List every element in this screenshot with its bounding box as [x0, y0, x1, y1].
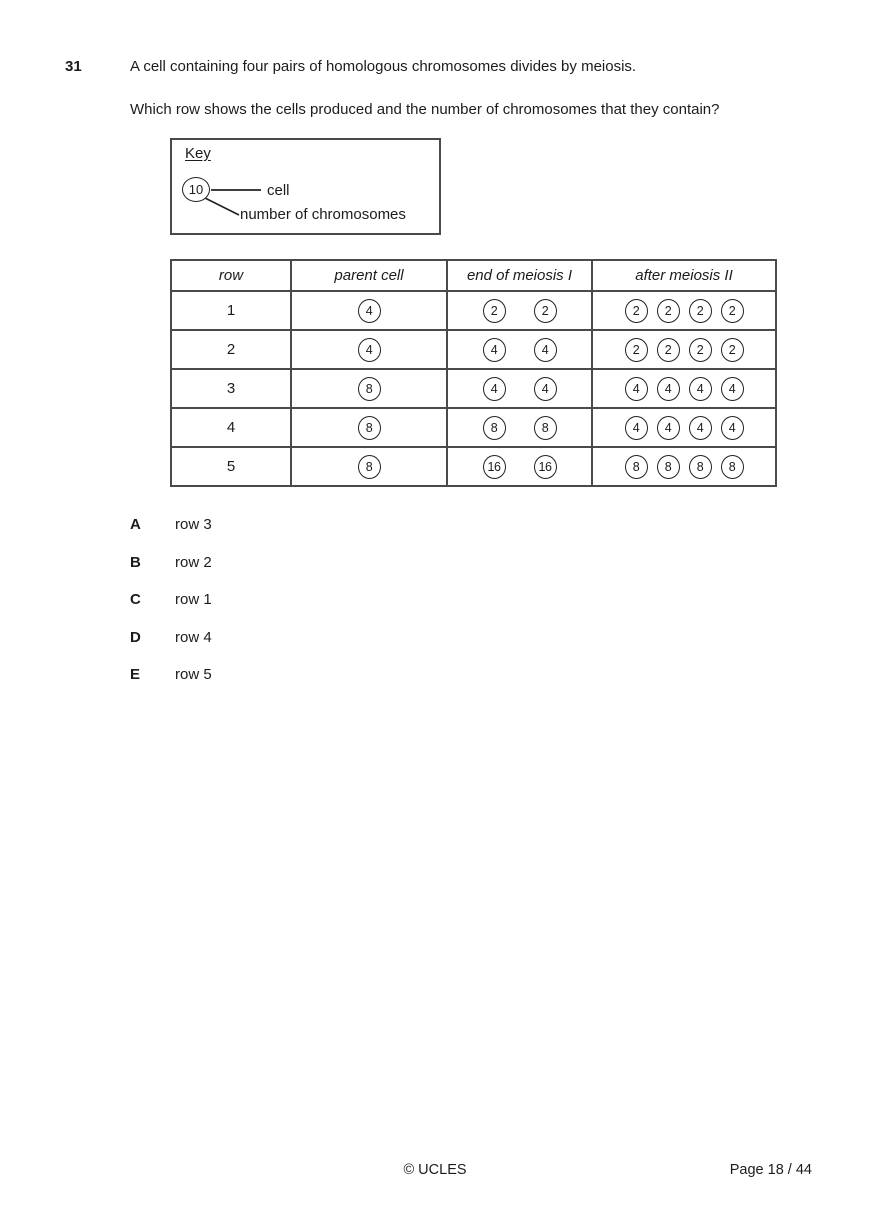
cell-circle: 4	[720, 415, 744, 440]
key-example-cell-circle: 10	[182, 177, 210, 202]
option-letter: A	[130, 516, 141, 533]
cell-circle: 2	[720, 337, 744, 362]
key-label-number-of-chromosomes: number of chromosomes	[240, 206, 406, 223]
column-header-after-meiosis-2: after meiosis II	[591, 259, 777, 292]
row-number: 1	[170, 290, 292, 331]
option-text: row 1	[175, 591, 212, 608]
key-pointer-lines	[204, 189, 261, 216]
row-number: 5	[170, 446, 292, 487]
question-text-line-1: A cell containing four pairs of homologo…	[130, 58, 637, 75]
cell-circle: 4	[688, 415, 712, 440]
cell-circle: 8	[656, 454, 680, 479]
cell-circle: 2	[720, 298, 744, 323]
key-label-cell: cell	[267, 182, 290, 199]
cell-circle: 16	[482, 454, 506, 479]
option-e: E row 5	[130, 666, 212, 704]
cell-circle: 2	[688, 337, 712, 362]
cell-circle: 2	[656, 298, 680, 323]
table-row: 4 8 8 8 4 4 4 4	[170, 407, 777, 448]
key-title: Key	[185, 145, 211, 162]
option-text: row 2	[175, 553, 212, 571]
cell-circle: 2	[482, 298, 506, 323]
cell-circle: 2	[624, 298, 648, 323]
table-row: 3 8 4 4 4 4 4 4	[170, 368, 777, 409]
cell-circle: 4	[357, 337, 381, 362]
meiosis-table: row parent cell end of meiosis I after m…	[170, 259, 777, 487]
option-c: C row 1	[130, 591, 212, 629]
cell-circle: 8	[688, 454, 712, 479]
column-header-row: row	[170, 259, 292, 292]
cell-circle: 8	[533, 415, 557, 440]
cell-circle: 4	[533, 376, 557, 401]
cell-circle: 4	[656, 415, 680, 440]
cell-circle: 4	[688, 376, 712, 401]
option-text: row 4	[175, 628, 212, 646]
cell-circle: 4	[656, 376, 680, 401]
cell-circle: 8	[624, 454, 648, 479]
cell-circle: 8	[357, 376, 381, 401]
option-d: D row 4	[130, 629, 212, 667]
cell-circle: 4	[720, 376, 744, 401]
question-text-line-2: Which row shows the cells produced and t…	[130, 101, 720, 118]
cell-circle: 2	[688, 298, 712, 323]
option-text: row 3	[175, 516, 212, 533]
copyright-text: © UCLES	[403, 1162, 467, 1178]
cell-circle: 16	[533, 454, 557, 479]
cell-circle: 8	[357, 415, 381, 440]
key-box: Key 10 cell number of chromosomes	[170, 138, 441, 235]
column-header-end-of-meiosis-1: end of meiosis I	[446, 259, 593, 292]
row-number: 2	[170, 329, 292, 370]
cell-circle: 4	[482, 337, 506, 362]
cell-circle: 4	[482, 376, 506, 401]
cell-circle: 8	[357, 454, 381, 479]
option-letter: D	[130, 628, 141, 646]
cell-circle: 4	[624, 376, 648, 401]
cell-circle: 8	[482, 415, 506, 440]
option-letter: B	[130, 553, 141, 571]
cell-circle: 2	[624, 337, 648, 362]
cell-circle: 2	[533, 298, 557, 323]
cell-circle: 2	[656, 337, 680, 362]
cell-circle: 4	[624, 415, 648, 440]
option-b: B row 2	[130, 554, 212, 592]
cell-circle: 8	[720, 454, 744, 479]
option-a: A row 3	[130, 516, 212, 554]
option-letter: E	[130, 666, 141, 683]
option-letter: C	[130, 591, 141, 608]
table-row: 5 8 16 16 8 8 8 8	[170, 446, 777, 487]
column-header-parent-cell: parent cell	[290, 259, 448, 292]
row-number: 3	[170, 368, 292, 409]
cell-circle: 4	[357, 298, 381, 323]
cell-circle: 4	[533, 337, 557, 362]
table-row: 2 4 4 4 2 2 2 2	[170, 329, 777, 370]
option-text: row 5	[175, 666, 212, 683]
answer-options: A row 3 B row 2 C row 1 D row 4 E row 5	[130, 516, 212, 704]
page-indicator: Page 18 / 44	[729, 1162, 812, 1178]
question-number: 31	[65, 58, 82, 75]
row-number: 4	[170, 407, 292, 448]
table-row: 1 4 2 2 2 2 2 2	[170, 290, 777, 331]
table-header-row: row parent cell end of meiosis I after m…	[170, 259, 777, 292]
